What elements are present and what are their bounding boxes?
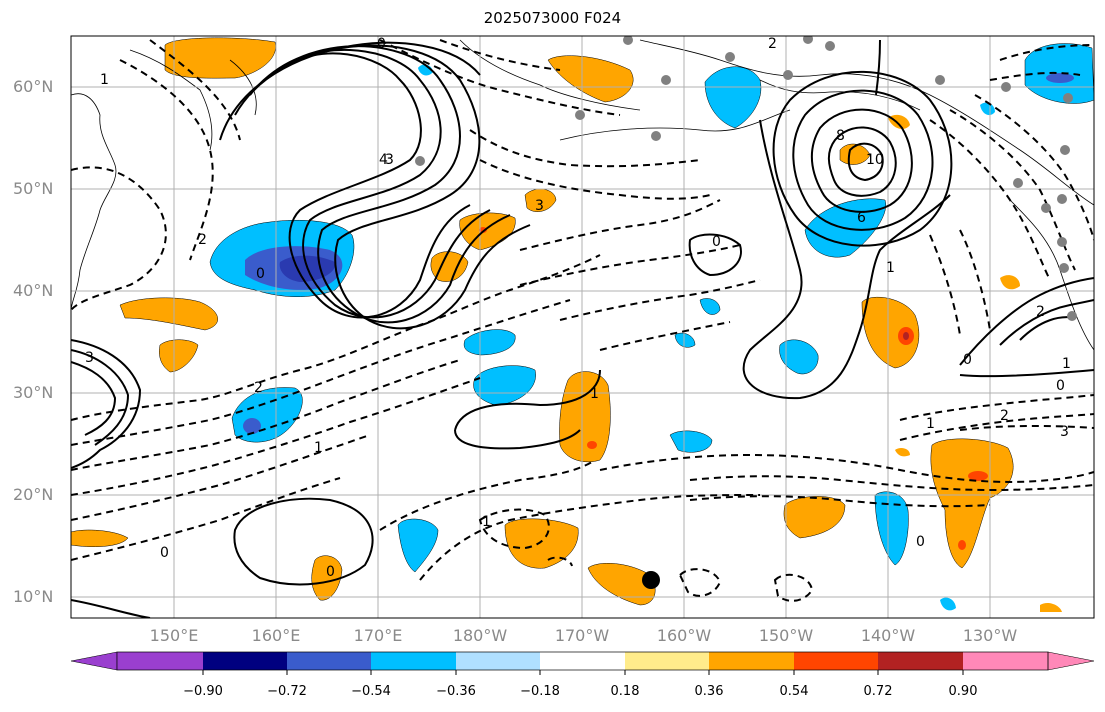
contour-label: 4 <box>379 152 388 168</box>
lon-label: 170°W <box>554 626 610 645</box>
map-title: 2025073000 F024 <box>483 9 622 27</box>
contour-label: 3 <box>385 152 394 168</box>
contour-label: 1 <box>314 440 323 456</box>
contour-label: 3 <box>1060 424 1069 440</box>
contour-label: 1 <box>886 260 895 276</box>
target-marker <box>642 571 660 589</box>
contour-label: 0 <box>377 36 386 52</box>
lon-label: 150°E <box>149 626 199 645</box>
lon-label: 130°W <box>962 626 1018 645</box>
colorbar-tick-label: −0.72 <box>267 684 307 699</box>
contour-label: 10 <box>866 152 884 168</box>
dashed-contours <box>71 39 1094 602</box>
contour-label: 1 <box>1062 356 1071 372</box>
lon-label: 160°W <box>656 626 712 645</box>
contour-label: 6 <box>857 210 866 226</box>
lat-label: 30°N <box>13 383 54 402</box>
contour-label: 8 <box>836 128 845 144</box>
lon-label: 160°E <box>251 626 301 645</box>
station-markers <box>415 36 1077 321</box>
contour-label: 2 <box>768 36 777 52</box>
colorbar-tick-label: −0.90 <box>183 684 223 699</box>
colorbar <box>70 651 1095 675</box>
colorbar-tick-label: 0.36 <box>694 684 724 699</box>
contour-label: 2 <box>1000 408 1009 424</box>
contour-label: 0 <box>916 534 925 550</box>
lat-label: 20°N <box>13 485 54 504</box>
shaded-field <box>71 37 1094 612</box>
contour-label: 0 <box>326 564 335 580</box>
contour-label: 1 <box>926 416 935 432</box>
lat-label: 40°N <box>13 281 54 300</box>
colorbar-tick-label: 0.90 <box>948 684 978 699</box>
contour-label: 1 <box>100 72 109 88</box>
lon-label: 170°E <box>353 626 403 645</box>
lat-label: 50°N <box>13 179 54 198</box>
plot-frame <box>70 35 1095 619</box>
colorbar-lower-extend <box>70 651 118 671</box>
contour-label: 0 <box>256 266 265 282</box>
contour-label: 1 <box>590 386 599 402</box>
colorbar-tick-label: −0.54 <box>351 684 391 699</box>
lon-label: 180°W <box>452 626 508 645</box>
contour-label: 2 <box>254 380 263 396</box>
contour-label: 2 <box>1036 304 1045 320</box>
lon-label: 150°W <box>758 626 814 645</box>
colorbar-tick-label: 0.72 <box>863 684 893 699</box>
contour-label: 1 <box>482 514 491 530</box>
lat-label: 60°N <box>13 77 54 96</box>
contour-label: 3 <box>535 198 544 214</box>
colorbar-upper-extend <box>1047 651 1095 671</box>
contour-label: 0 <box>712 234 721 250</box>
lat-label: 10°N <box>13 587 54 606</box>
contour-label: 0 <box>963 352 972 368</box>
colorbar-tick-label: −0.18 <box>520 684 560 699</box>
contour-labels: 0 2 1 3 4 8 10 6 0 1 2 3 0 1 2 1 0 2 1 3… <box>85 36 1071 580</box>
colorbar-tick-label: −0.36 <box>436 684 476 699</box>
contour-label: 0 <box>1056 378 1065 394</box>
colorbar-tick-label: 0.18 <box>610 684 640 699</box>
contour-label: 2 <box>198 232 207 248</box>
solid-contours <box>71 39 1094 618</box>
contour-label: 3 <box>85 350 94 366</box>
contour-label: 0 <box>160 545 169 561</box>
graticule <box>71 36 1094 618</box>
lon-label: 140°W <box>860 626 916 645</box>
colorbar-tick-label: 0.54 <box>779 684 809 699</box>
